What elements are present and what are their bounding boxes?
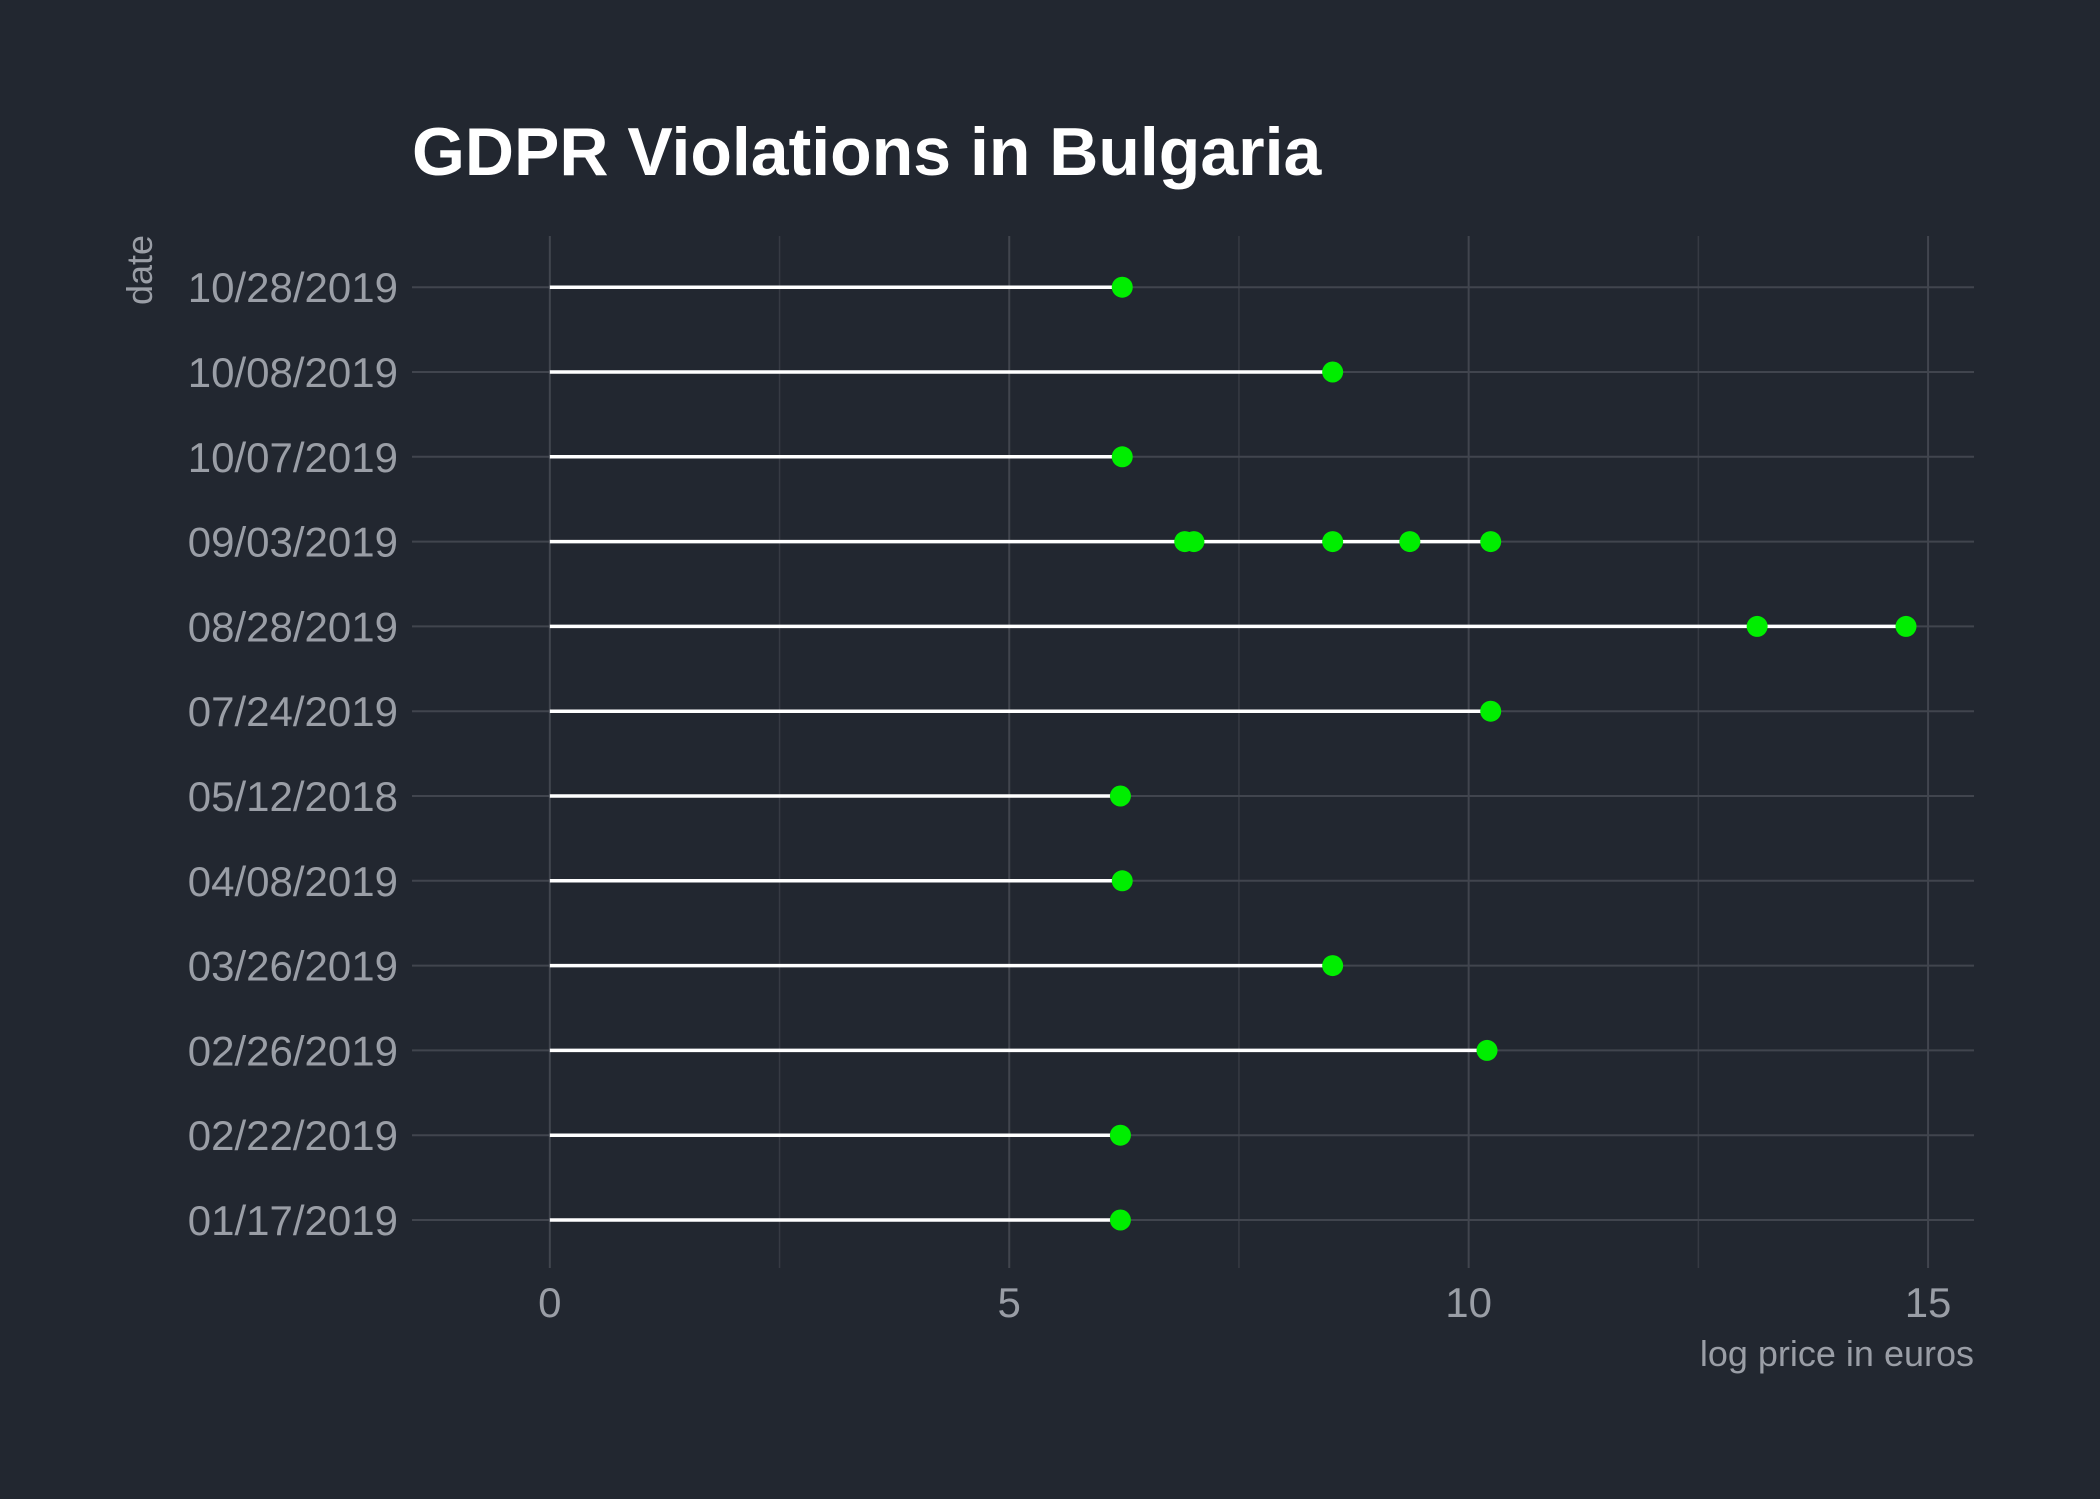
y-tick-label: 10/07/2019 <box>188 434 398 481</box>
x-tick-label: 10 <box>1445 1279 1492 1326</box>
data-point <box>1895 615 1917 637</box>
data-point <box>1111 276 1133 298</box>
y-tick-label: 10/28/2019 <box>188 264 398 311</box>
data-point <box>1183 531 1205 553</box>
data-point <box>1476 1039 1498 1061</box>
y-tick-label: 05/12/2018 <box>188 773 398 820</box>
y-tick-label: 02/26/2019 <box>188 1027 398 1074</box>
data-point <box>1480 531 1502 553</box>
data-point <box>1109 1124 1131 1146</box>
data-point <box>1111 870 1133 892</box>
data-point <box>1746 615 1768 637</box>
x-axis-title: log price in euros <box>1700 1333 1974 1374</box>
x-tick-label: 5 <box>998 1279 1021 1326</box>
data-point <box>1322 361 1344 383</box>
data-point <box>1399 531 1421 553</box>
x-tick-label: 0 <box>538 1279 561 1326</box>
data-point <box>1480 700 1502 722</box>
data-point <box>1109 785 1131 807</box>
y-tick-label: 04/08/2019 <box>188 858 398 905</box>
x-tick-label: 15 <box>1905 1279 1952 1326</box>
chart-title: GDPR Violations in Bulgaria <box>412 114 1323 190</box>
data-point <box>1322 955 1344 977</box>
x-axis: 0 5 10 15 <box>538 1279 1951 1326</box>
y-tick-label: 01/17/2019 <box>188 1197 398 1244</box>
data-point <box>1109 1209 1131 1231</box>
y-tick-label: 10/08/2019 <box>188 349 398 396</box>
y-tick-label: 08/28/2019 <box>188 603 398 650</box>
y-axis: 01/17/2019 02/22/2019 02/26/2019 03/26/2019… <box>188 264 398 1244</box>
y-tick-label: 07/24/2019 <box>188 688 398 735</box>
y-tick-label: 03/26/2019 <box>188 943 398 990</box>
data-point <box>1111 446 1133 468</box>
y-tick-label: 02/22/2019 <box>188 1112 398 1159</box>
data-point <box>1322 531 1344 553</box>
y-axis-title: date <box>119 235 160 305</box>
chart-marks <box>549 276 1917 1231</box>
y-tick-label: 09/03/2019 <box>188 519 398 566</box>
